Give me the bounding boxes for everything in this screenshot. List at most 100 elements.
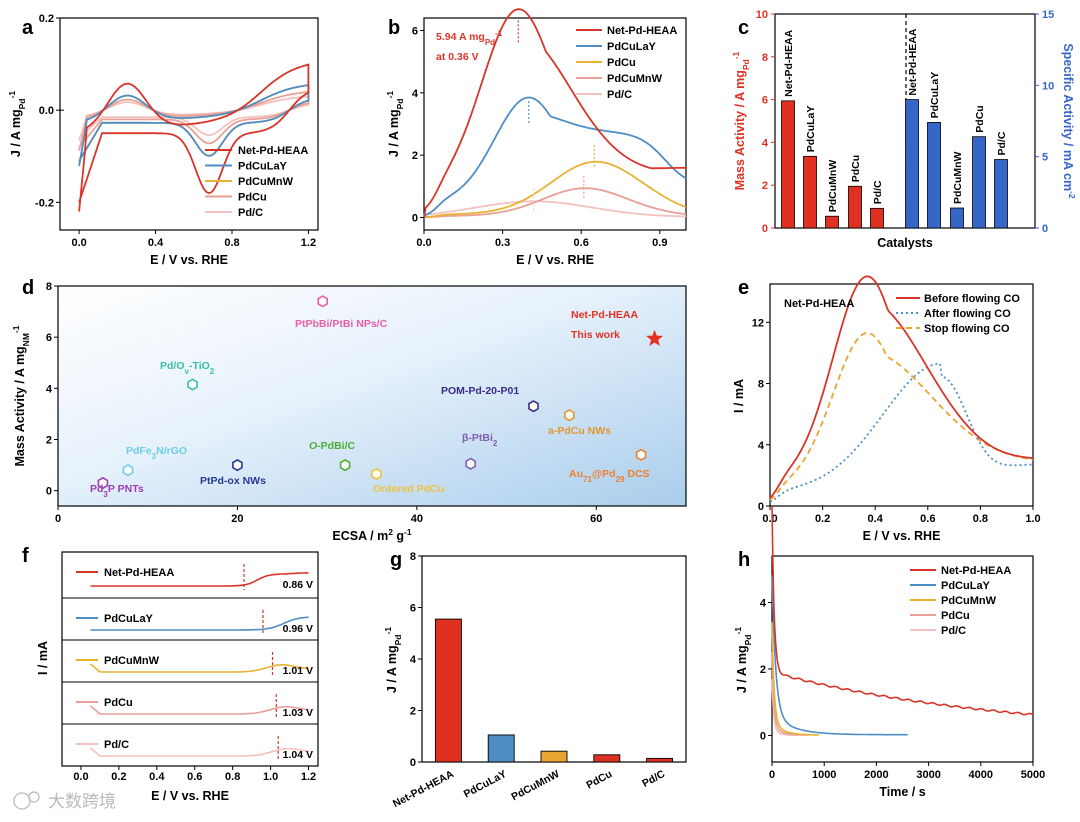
bar-label-mass-PdCuMnW: PdCuMnW: [827, 160, 839, 213]
panel-e-x-tick-label: 1.0: [1025, 513, 1040, 525]
marker-Pd3P PNTs: [97, 476, 109, 490]
panel-g-ylabel: J / A mgPd-1: [383, 627, 403, 693]
bar-Net-Pd-HEAA: [434, 618, 462, 763]
panel-e-y-tick-label: 8: [758, 379, 764, 391]
panel-a-y-tick-label: 0.0: [39, 105, 54, 117]
panel-c-frame: [774, 13, 1036, 229]
panel-b-xlabel: E / V vs. RHE: [516, 253, 594, 267]
lsv-trace-PdCuMnW: [423, 187, 687, 219]
panel-c-ylabel-left: Mass Activity / A mgPd-1: [731, 51, 751, 190]
category-label-PdCu: PdCu: [584, 768, 614, 791]
panel-b-y-tick-label: 4: [412, 88, 419, 100]
legend-label-Pd/C: Pd/C: [238, 207, 263, 219]
panel-g-ylabel-text: J / A mgPd-1: [383, 627, 403, 693]
panel-g-y-tick-label: 0: [410, 757, 416, 769]
panel-d-y-tick-label: 0: [46, 486, 52, 498]
panel-h-y-tick-label: 4: [760, 598, 767, 610]
panel-h-xlabel: Time / s: [879, 785, 925, 799]
legend-label-PdCuMnW: PdCuMnW: [941, 595, 997, 607]
legend-label-Before flowing CO: Before flowing CO: [924, 293, 1020, 305]
panel-b-x-tick-label: 0.9: [652, 237, 667, 249]
marker-Ordered PdCu: [371, 467, 382, 481]
panel-e-ylabel: I / mA: [732, 379, 746, 413]
onset-label-PdCuMnW: 1.01 V: [283, 665, 313, 677]
panel-h-y-tick-label: 0: [760, 730, 766, 742]
bar-mass-Net-Pd-HEAA: [781, 100, 795, 229]
annotation-peak-value: 5.94 A mgPd-1: [436, 29, 503, 47]
left-tick-label: 0: [762, 223, 768, 235]
bar-mass-PdCu: [848, 185, 862, 229]
panel-b-frame: [423, 17, 687, 231]
panel-e-y-tick-label: 4: [758, 440, 765, 452]
panel-a-x-tick-label: 0.8: [224, 237, 239, 249]
category-label-PdCuLaY: PdCuLaY: [462, 768, 509, 801]
legend-label-PdCuLaY: PdCuLaY: [941, 580, 991, 592]
panel-f-ylabel: I / mA: [36, 641, 50, 675]
panel-a-x-tick-label: 0.4: [148, 237, 164, 249]
curve-stop-flowing-co: [769, 332, 1034, 501]
trace-label-PdCu: PdCu: [104, 697, 133, 709]
panel-label-h: h: [738, 549, 750, 571]
legend-label-PdCu: PdCu: [941, 610, 970, 622]
legend-label-Stop flowing CO: Stop flowing CO: [924, 323, 1010, 335]
legend-label-PdCu: PdCu: [607, 57, 636, 69]
panel-e-y-tick-label: 0: [758, 501, 764, 513]
left-tick-label: 6: [762, 95, 768, 107]
bar-mass-PdCuLaY: [803, 155, 817, 229]
ca-trace-PdCuMnW: [771, 622, 819, 736]
trace-PdCuMnW: [89, 663, 309, 673]
panel-d-xlabel: ECSA / m2 g-1: [332, 527, 411, 543]
bar-specific-PdCu: [972, 136, 986, 229]
bar-label-specific-PdCuMnW: PdCuMnW: [952, 151, 964, 204]
panel-label-c: c: [738, 17, 749, 39]
panel-f-frame: [61, 551, 319, 767]
lsv-trace-PdCu: [423, 160, 687, 219]
panel-b-x-tick-label: 0.0: [416, 237, 431, 249]
trace-label-PdCuLaY: PdCuLaY: [104, 613, 154, 625]
right-tick-label: 5: [1042, 152, 1048, 164]
bar-label-specific-PdCu: PdCu: [974, 105, 986, 132]
panel-label-f: f: [22, 545, 29, 567]
panel-b-y-tick-label: 0: [412, 213, 418, 225]
legend-label-PdCuLaY: PdCuLaY: [607, 41, 657, 53]
bar-specific-Net-Pd-HEAA: [905, 99, 919, 229]
category-label-Net-Pd-HEAA: Net-Pd-HEAA: [391, 768, 456, 810]
point-label-Net-Pd-HEAA: Net-Pd-HEAA: [571, 309, 638, 321]
panel-e-title: Net-Pd-HEAA: [784, 298, 854, 310]
panel-e-xlabel: E / V vs. RHE: [863, 529, 941, 543]
bar-PdCuLaY: [487, 734, 515, 763]
panel-d-background: [58, 286, 686, 506]
panel-d-ylabel: Mass Activity / A mgNM-1: [11, 325, 31, 466]
bar-label-mass-Net-Pd-HEAA: Net-Pd-HEAA: [783, 29, 795, 96]
legend-label-Pd/C: Pd/C: [941, 625, 966, 637]
onset-label-Pd/C: 1.04 V: [283, 749, 313, 761]
panel-c-ylabel-left-text: Mass Activity / A mgPd-1: [731, 51, 751, 190]
panel-d-y-tick-label: 2: [46, 434, 52, 446]
panel-d-y-tick-label: 6: [46, 332, 52, 344]
legend-label-PdCu: PdCu: [238, 192, 267, 204]
bar-Pd/C: [646, 757, 674, 763]
bar-label-specific-PdCuLaY: PdCuLaY: [929, 72, 941, 119]
annotation-peak-potential: at 0.36 V: [436, 51, 479, 63]
bar-PdCu: [593, 754, 621, 763]
bar-PdCuMnW: [540, 750, 568, 763]
legend-label-PdCuMnW: PdCuMnW: [238, 176, 294, 188]
bar-specific-PdCuLaY: [927, 122, 941, 229]
bar-specific-Pd/C: [994, 159, 1008, 229]
left-tick-label: 2: [762, 180, 768, 192]
onset-label-PdCuLaY: 0.96 V: [283, 623, 313, 635]
panel-e-x-tick-label: 0.4: [868, 513, 884, 525]
legend-label-Pd/C: Pd/C: [607, 89, 632, 101]
panel-h-x-tick-label: 1000: [812, 769, 836, 781]
bar-label-mass-PdCuLaY: PdCuLaY: [805, 106, 817, 153]
panel-h-x-tick-label: 3000: [916, 769, 940, 781]
lsv-trace-Pd/C: [423, 200, 686, 218]
panel-h-ylabel-text: J / A mgPd-1: [733, 627, 753, 693]
panel-f-tick-label: 0.6: [187, 771, 202, 783]
bar-label-mass-PdCu: PdCu: [850, 155, 862, 182]
panel-e-x-tick-label: 0.8: [973, 513, 988, 525]
panel-c-ylabel-right: Specific Activity / mA cm-2: [1061, 43, 1077, 199]
bar-specific-PdCuMnW: [950, 207, 964, 229]
panel-c-xlabel: Catalysts: [877, 236, 933, 250]
marker-Au71@Pd29 DCS: [635, 448, 647, 461]
